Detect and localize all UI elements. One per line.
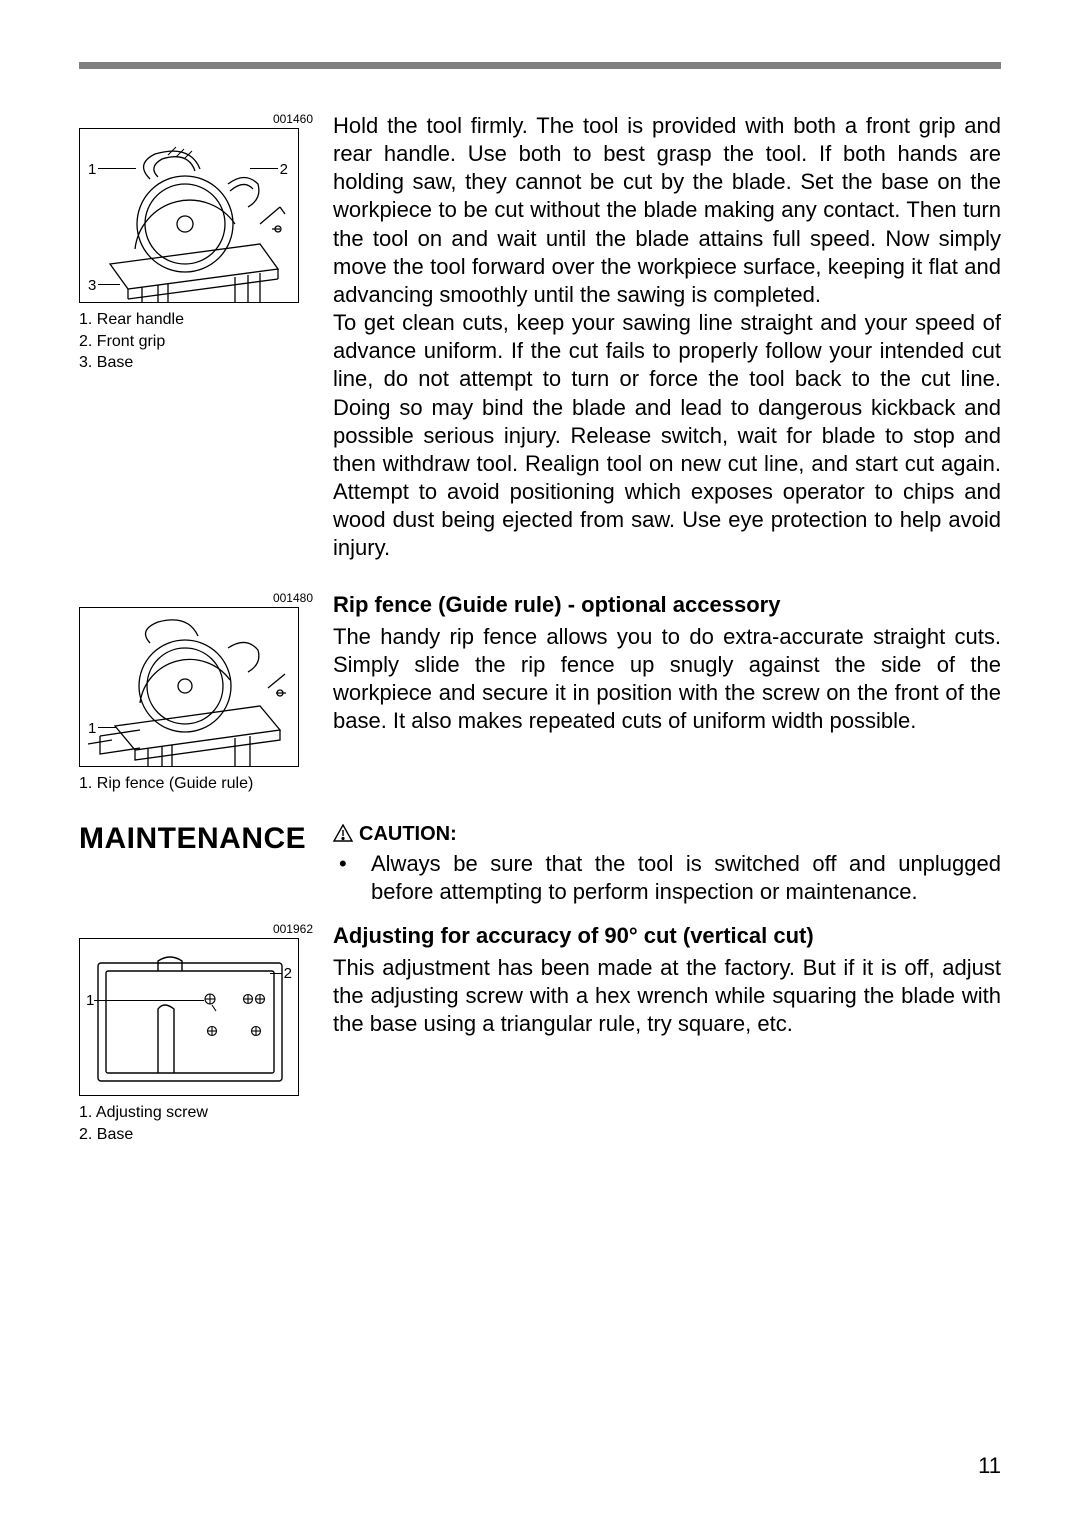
operation-para-2: To get clean cuts, keep your sawing line… bbox=[333, 309, 1001, 562]
caution-item-text: Always be sure that the tool is switched… bbox=[371, 850, 1001, 906]
callout-line bbox=[94, 1000, 204, 1001]
legend-item: 1. Rear handle bbox=[79, 309, 315, 331]
adjusting-text: Adjusting for accuracy of 90° cut (verti… bbox=[333, 922, 1001, 1145]
figure-1-legend: 1. Rear handle 2. Front grip 3. Base bbox=[79, 309, 315, 374]
maintenance-title-col: MAINTENANCE bbox=[79, 822, 315, 906]
caution-label: CAUTION: bbox=[333, 822, 1001, 848]
figure-2-svg bbox=[80, 608, 299, 767]
warning-icon bbox=[333, 824, 353, 842]
legend-item: 3. Base bbox=[79, 352, 315, 374]
operation-para-1: Hold the tool firmly. The tool is provid… bbox=[333, 112, 1001, 309]
figure-2-box: 1 bbox=[79, 607, 299, 767]
row-maintenance-head: MAINTENANCE CAUTION: • Always be sure th… bbox=[79, 822, 1001, 906]
page-number: 11 bbox=[978, 1453, 1001, 1479]
callout-line bbox=[250, 168, 278, 169]
figure-3-box: 1 2 bbox=[79, 938, 299, 1096]
row-ripfence: 001480 bbox=[79, 591, 1001, 795]
ripfence-heading: Rip fence (Guide rule) - optional access… bbox=[333, 591, 1001, 619]
figure-1-callout-1: 1 bbox=[88, 161, 96, 178]
callout-line bbox=[270, 973, 282, 974]
figure-1-column: 001460 bbox=[79, 112, 315, 563]
caution-text: CAUTION: bbox=[359, 823, 457, 845]
page-content: 001460 bbox=[79, 112, 1001, 1173]
bullet-icon: • bbox=[333, 850, 371, 906]
caution-list: • Always be sure that the tool is switch… bbox=[333, 850, 1001, 906]
caution-item: • Always be sure that the tool is switch… bbox=[333, 850, 1001, 906]
figure-1-code: 001460 bbox=[79, 112, 315, 126]
figure-3-column: 001962 bbox=[79, 922, 315, 1145]
ripfence-para: The handy rip fence allows you to do ext… bbox=[333, 623, 1001, 736]
ripfence-text: Rip fence (Guide rule) - optional access… bbox=[333, 591, 1001, 795]
figure-2-code: 001480 bbox=[79, 591, 315, 605]
figure-1-callout-3: 3 bbox=[88, 277, 96, 294]
figure-2-legend: 1. Rip fence (Guide rule) bbox=[79, 773, 315, 795]
adjusting-para: This adjustment has been made at the fac… bbox=[333, 954, 1001, 1038]
figure-2-column: 001480 bbox=[79, 591, 315, 795]
figure-1-box: 1 2 3 bbox=[79, 128, 299, 303]
maintenance-title: MAINTENANCE bbox=[79, 822, 315, 856]
maintenance-caution: CAUTION: • Always be sure that the tool … bbox=[333, 822, 1001, 906]
legend-item: 1. Adjusting screw bbox=[79, 1102, 315, 1124]
figure-1-callout-2: 2 bbox=[280, 161, 288, 178]
figure-3-svg bbox=[80, 939, 299, 1096]
figure-1-svg bbox=[80, 129, 299, 303]
figure-3-callout-2: 2 bbox=[284, 965, 292, 982]
operation-text: Hold the tool firmly. The tool is provid… bbox=[333, 112, 1001, 563]
row-operation: 001460 bbox=[79, 112, 1001, 563]
callout-line bbox=[98, 727, 116, 728]
callout-line bbox=[98, 168, 136, 169]
figure-3-legend: 1. Adjusting screw 2. Base bbox=[79, 1102, 315, 1145]
legend-item: 1. Rip fence (Guide rule) bbox=[79, 773, 315, 795]
callout-line bbox=[98, 284, 120, 285]
legend-item: 2. Front grip bbox=[79, 331, 315, 353]
legend-item: 2. Base bbox=[79, 1124, 315, 1146]
row-adjusting: 001962 bbox=[79, 922, 1001, 1145]
top-rule bbox=[79, 62, 1001, 69]
figure-2-callout-1: 1 bbox=[88, 720, 96, 737]
adjusting-heading: Adjusting for accuracy of 90° cut (verti… bbox=[333, 922, 1001, 950]
figure-3-code: 001962 bbox=[79, 922, 315, 936]
